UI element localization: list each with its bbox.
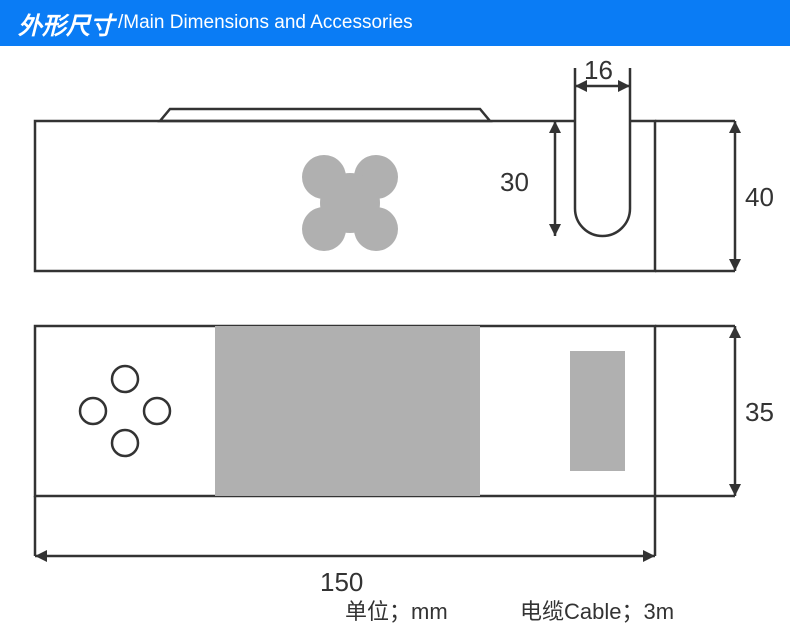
- header-title-cn: 外形尺寸: [18, 6, 114, 41]
- svg-text:16: 16: [584, 55, 613, 85]
- svg-text:30: 30: [500, 167, 529, 197]
- svg-text:40: 40: [745, 182, 774, 212]
- svg-text:150: 150: [320, 567, 363, 597]
- dimension-diagram: 16 30 40 35 150 单位；mm 电缆Cable；3m: [0, 46, 790, 635]
- header-title-en: /Main Dimensions and Accessories: [118, 12, 413, 34]
- unit-label: 单位；mm: [345, 594, 448, 626]
- svg-text:35: 35: [745, 397, 774, 427]
- section-header: 外形尺寸 /Main Dimensions and Accessories: [0, 0, 790, 46]
- cable-label: 电缆Cable；3m: [520, 594, 674, 626]
